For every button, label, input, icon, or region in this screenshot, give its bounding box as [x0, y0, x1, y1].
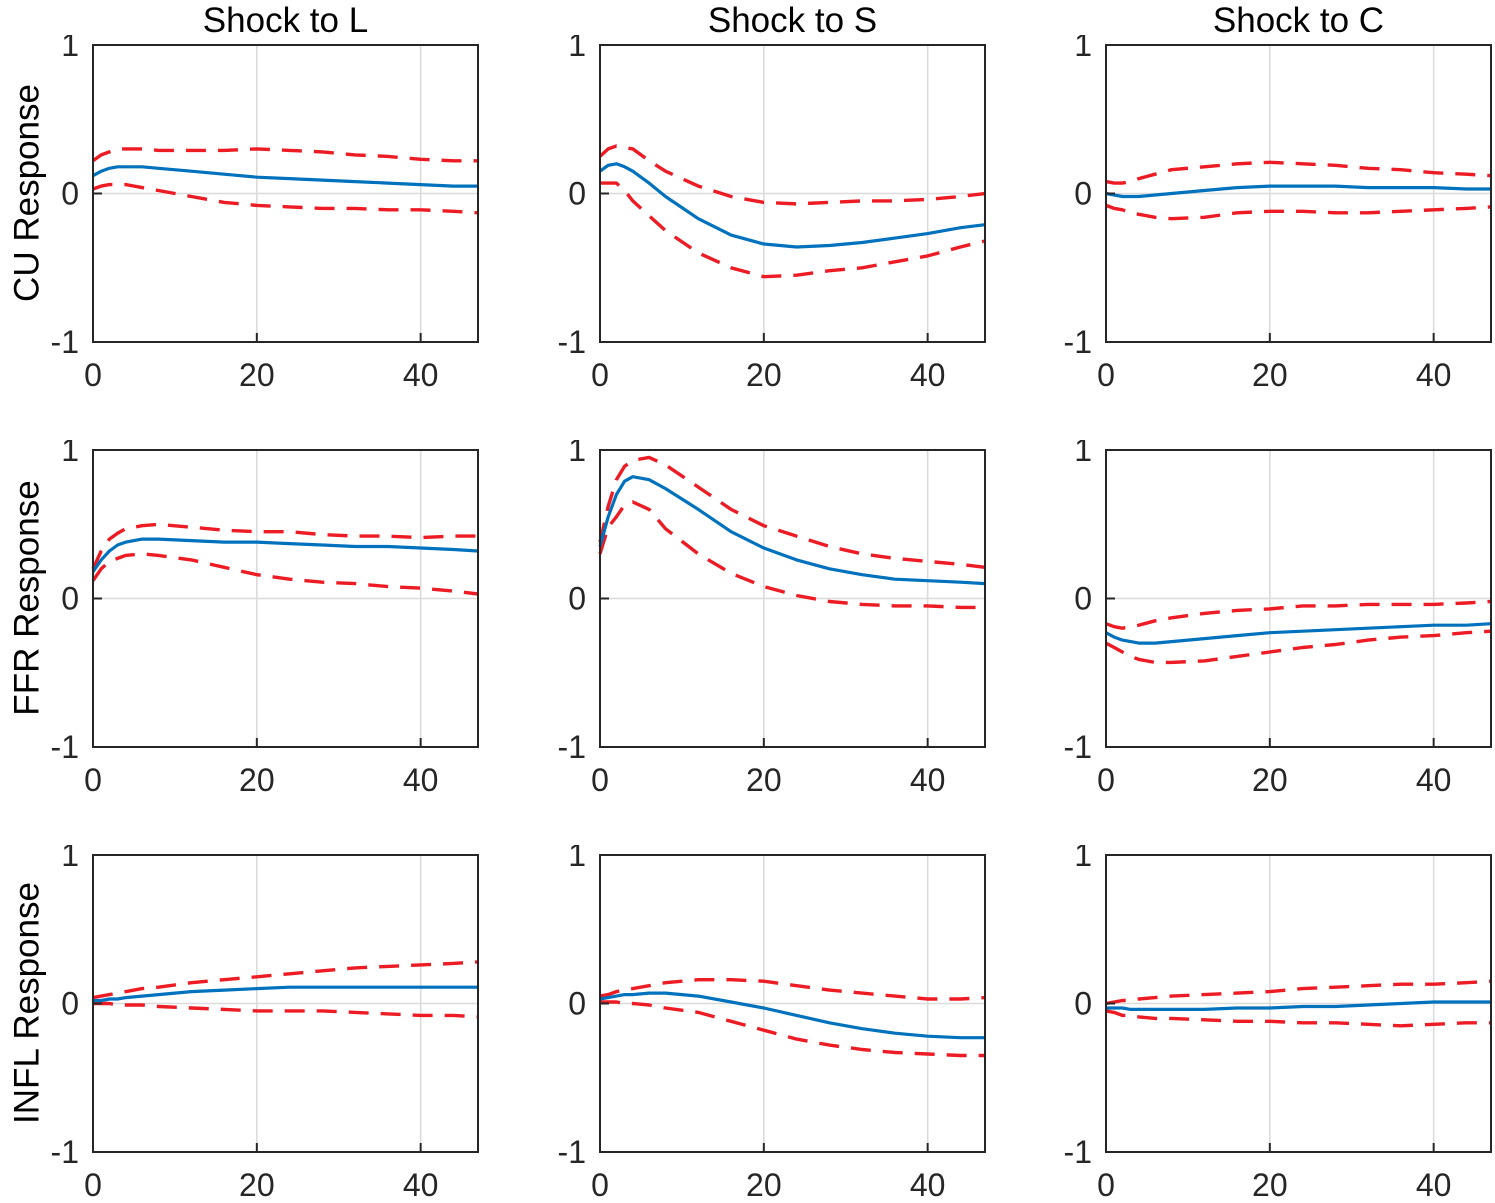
- svg-text:0: 0: [568, 176, 586, 212]
- svg-text:20: 20: [1252, 762, 1288, 798]
- svg-text:1: 1: [61, 440, 79, 468]
- svg-text:-1: -1: [558, 324, 586, 360]
- panel-cu-response-shock-to-s: 0 20 40 1 0 -1: [520, 27, 995, 400]
- svg-text:20: 20: [239, 357, 275, 393]
- svg-text:40: 40: [1416, 762, 1452, 798]
- svg-text:40: 40: [910, 357, 946, 393]
- svg-text:1: 1: [61, 35, 79, 63]
- svg-text:-1: -1: [51, 729, 79, 765]
- svg-text:0: 0: [84, 1167, 102, 1203]
- panel-infl-response-shock-to-l: 0 20 40 1 0 -1: [13, 837, 488, 1203]
- panel-ffr-response-shock-to-s: 0 20 40 1 0 -1: [520, 432, 995, 805]
- svg-text:0: 0: [591, 1167, 609, 1203]
- svg-text:0: 0: [84, 762, 102, 798]
- svg-text:1: 1: [568, 35, 586, 63]
- svg-text:1: 1: [568, 440, 586, 468]
- svg-text:1: 1: [1074, 440, 1092, 468]
- svg-text:20: 20: [1252, 1167, 1288, 1203]
- panel-cu-response-shock-to-c: 0 20 40 1 0 -1: [1026, 27, 1495, 400]
- svg-text:40: 40: [403, 762, 439, 798]
- svg-text:1: 1: [61, 845, 79, 873]
- svg-text:-1: -1: [1064, 729, 1092, 765]
- svg-text:-1: -1: [1064, 1134, 1092, 1170]
- svg-text:0: 0: [568, 581, 586, 617]
- svg-text:0: 0: [84, 357, 102, 393]
- svg-text:40: 40: [1416, 357, 1452, 393]
- svg-text:40: 40: [403, 1167, 439, 1203]
- svg-text:40: 40: [910, 762, 946, 798]
- svg-text:20: 20: [746, 1167, 782, 1203]
- svg-text:-1: -1: [1064, 324, 1092, 360]
- panel-ffr-response-shock-to-l: 0 20 40 1 0 -1: [13, 432, 488, 805]
- svg-text:1: 1: [1074, 35, 1092, 63]
- svg-text:0: 0: [61, 176, 79, 212]
- svg-text:20: 20: [746, 762, 782, 798]
- svg-text:0: 0: [1074, 176, 1092, 212]
- svg-text:20: 20: [239, 762, 275, 798]
- panel-infl-response-shock-to-s: 0 20 40 1 0 -1: [520, 837, 995, 1203]
- svg-text:0: 0: [1097, 1167, 1115, 1203]
- svg-text:0: 0: [61, 581, 79, 617]
- svg-text:40: 40: [403, 357, 439, 393]
- svg-text:40: 40: [1416, 1167, 1452, 1203]
- svg-text:0: 0: [1074, 986, 1092, 1022]
- svg-text:0: 0: [1097, 357, 1115, 393]
- column-title-shock-to-s: Shock to S: [707, 1, 878, 40]
- svg-text:0: 0: [1074, 581, 1092, 617]
- column-title-shock-to-l: Shock to L: [202, 1, 369, 40]
- svg-text:1: 1: [1074, 845, 1092, 873]
- svg-text:1: 1: [568, 845, 586, 873]
- svg-text:40: 40: [910, 1167, 946, 1203]
- svg-text:20: 20: [746, 357, 782, 393]
- svg-text:0: 0: [591, 357, 609, 393]
- svg-text:20: 20: [1252, 357, 1288, 393]
- svg-text:-1: -1: [51, 1134, 79, 1170]
- svg-text:0: 0: [591, 762, 609, 798]
- svg-text:-1: -1: [558, 1134, 586, 1170]
- panel-ffr-response-shock-to-c: 0 20 40 1 0 -1: [1026, 432, 1495, 805]
- column-title-shock-to-c: Shock to C: [1212, 1, 1385, 40]
- svg-text:0: 0: [1097, 762, 1115, 798]
- svg-text:0: 0: [568, 986, 586, 1022]
- svg-text:20: 20: [239, 1167, 275, 1203]
- panel-infl-response-shock-to-c: 0 20 40 1 0 -1: [1026, 837, 1495, 1203]
- svg-text:-1: -1: [51, 324, 79, 360]
- svg-text:-1: -1: [558, 729, 586, 765]
- panel-cu-response-shock-to-l: 0 20 40 1 0 -1: [13, 27, 488, 400]
- svg-text:0: 0: [61, 986, 79, 1022]
